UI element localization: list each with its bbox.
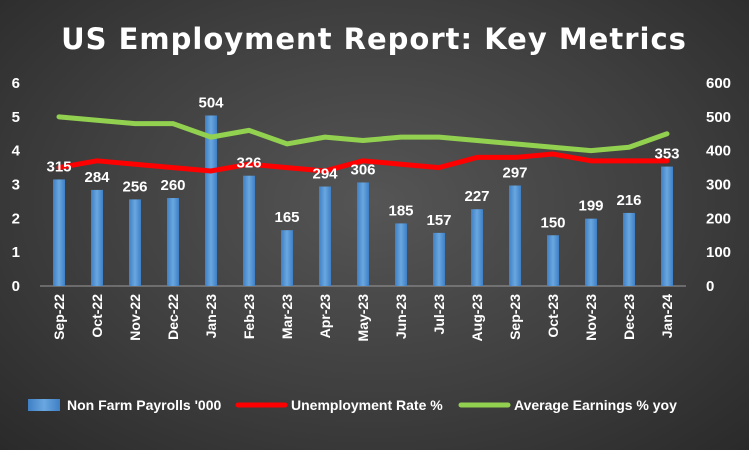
x-tick-label: Sep-22 — [51, 294, 67, 340]
bar-data-label: 315 — [46, 158, 71, 175]
bar — [585, 218, 597, 286]
x-tick-label: Aug-23 — [469, 294, 485, 342]
x-tick-label: Jun-23 — [393, 294, 409, 339]
bar-data-label: 504 — [198, 94, 224, 111]
bar-data-label: 294 — [312, 166, 338, 183]
bar-data-label: 353 — [654, 146, 679, 163]
legend-label: Non Farm Payrolls '000 — [67, 397, 221, 413]
bar-data-label: 260 — [160, 177, 185, 194]
y-right-tick-label: 100 — [706, 244, 731, 261]
legend-swatch-bar — [28, 399, 60, 411]
x-tick-label: Nov-23 — [583, 294, 599, 341]
y-left-tick-label: 3 — [12, 177, 20, 194]
x-tick-label: Jan-24 — [659, 294, 675, 339]
x-tick-label: Oct-22 — [89, 294, 105, 338]
y-left-tick-label: 4 — [12, 143, 21, 160]
bar — [243, 175, 255, 286]
y-right-tick-label: 500 — [706, 109, 731, 126]
bar-data-label: 199 — [578, 198, 603, 215]
y-left-tick-label: 1 — [12, 244, 20, 261]
x-tick-label: Feb-23 — [241, 294, 257, 339]
x-tick-label: Oct-23 — [545, 294, 561, 338]
y-left-tick-label: 5 — [12, 109, 20, 126]
bar — [319, 186, 331, 286]
y-right-tick-label: 0 — [706, 278, 714, 295]
bar — [547, 235, 559, 286]
x-tick-label: May-23 — [355, 294, 371, 342]
chart-title: US Employment Report: Key Metrics — [61, 22, 687, 56]
bar — [509, 185, 521, 286]
bar-data-label: 185 — [388, 202, 413, 219]
bar-data-label: 284 — [84, 169, 110, 186]
bar — [167, 198, 179, 286]
data-labels-layer: 315 284 256 260 504 326 165 294 306 185 157 227 297 1… — [46, 94, 679, 231]
x-tick-label: Dec-23 — [621, 294, 637, 340]
x-tick-label: Sep-23 — [507, 294, 523, 340]
bar — [433, 232, 445, 286]
bar-data-label: 157 — [426, 212, 451, 229]
bar — [395, 223, 407, 286]
bar — [129, 199, 141, 286]
bar-data-label: 256 — [122, 178, 147, 195]
axes: 0 1 2 3 4 5 6 0 100 200 300 400 500 600 — [12, 75, 731, 295]
bar-data-label: 150 — [540, 214, 565, 231]
x-axis-ticks: Sep-22 Oct-22 Nov-22 Dec-22 Jan-23 Feb-23 Mar-… — [51, 294, 675, 342]
series-line — [56, 114, 670, 154]
legend: Non Farm Payrolls '000 Unemployment Rate … — [28, 397, 677, 413]
bar-data-label: 165 — [274, 209, 299, 226]
bar-data-label: 306 — [350, 161, 375, 178]
x-tick-label: Jan-23 — [203, 294, 219, 339]
bars-layer — [53, 115, 673, 286]
y-right-tick-label: 200 — [706, 210, 731, 227]
y-right-tick-label: 400 — [706, 143, 731, 160]
y-left-tick-label: 2 — [12, 210, 20, 227]
bar — [91, 189, 103, 286]
bar-data-label: 297 — [502, 165, 527, 182]
series-line — [56, 151, 670, 174]
bar — [623, 212, 635, 286]
lines-layer — [56, 114, 670, 174]
bar — [471, 209, 483, 286]
bar — [53, 179, 65, 286]
legend-label: Unemployment Rate % — [291, 397, 443, 413]
x-tick-label: Nov-22 — [127, 294, 143, 341]
legend-label: Average Earnings % yoy — [514, 397, 677, 413]
x-tick-label: Apr-23 — [317, 294, 333, 339]
bar-data-label: 326 — [236, 155, 261, 172]
bar — [205, 115, 217, 286]
bar — [661, 166, 673, 286]
bar — [281, 230, 293, 286]
x-tick-label: Jul-23 — [431, 294, 447, 335]
bar — [357, 182, 369, 286]
y-left-tick-label: 6 — [12, 75, 20, 92]
x-tick-label: Mar-23 — [279, 294, 295, 339]
bar-data-label: 216 — [616, 192, 641, 209]
x-tick-label: Dec-22 — [165, 294, 181, 340]
bar-data-label: 227 — [464, 188, 489, 205]
y-left-tick-label: 0 — [12, 278, 20, 295]
y-right-tick-label: 600 — [706, 75, 731, 92]
y-right-tick-label: 300 — [706, 177, 731, 194]
